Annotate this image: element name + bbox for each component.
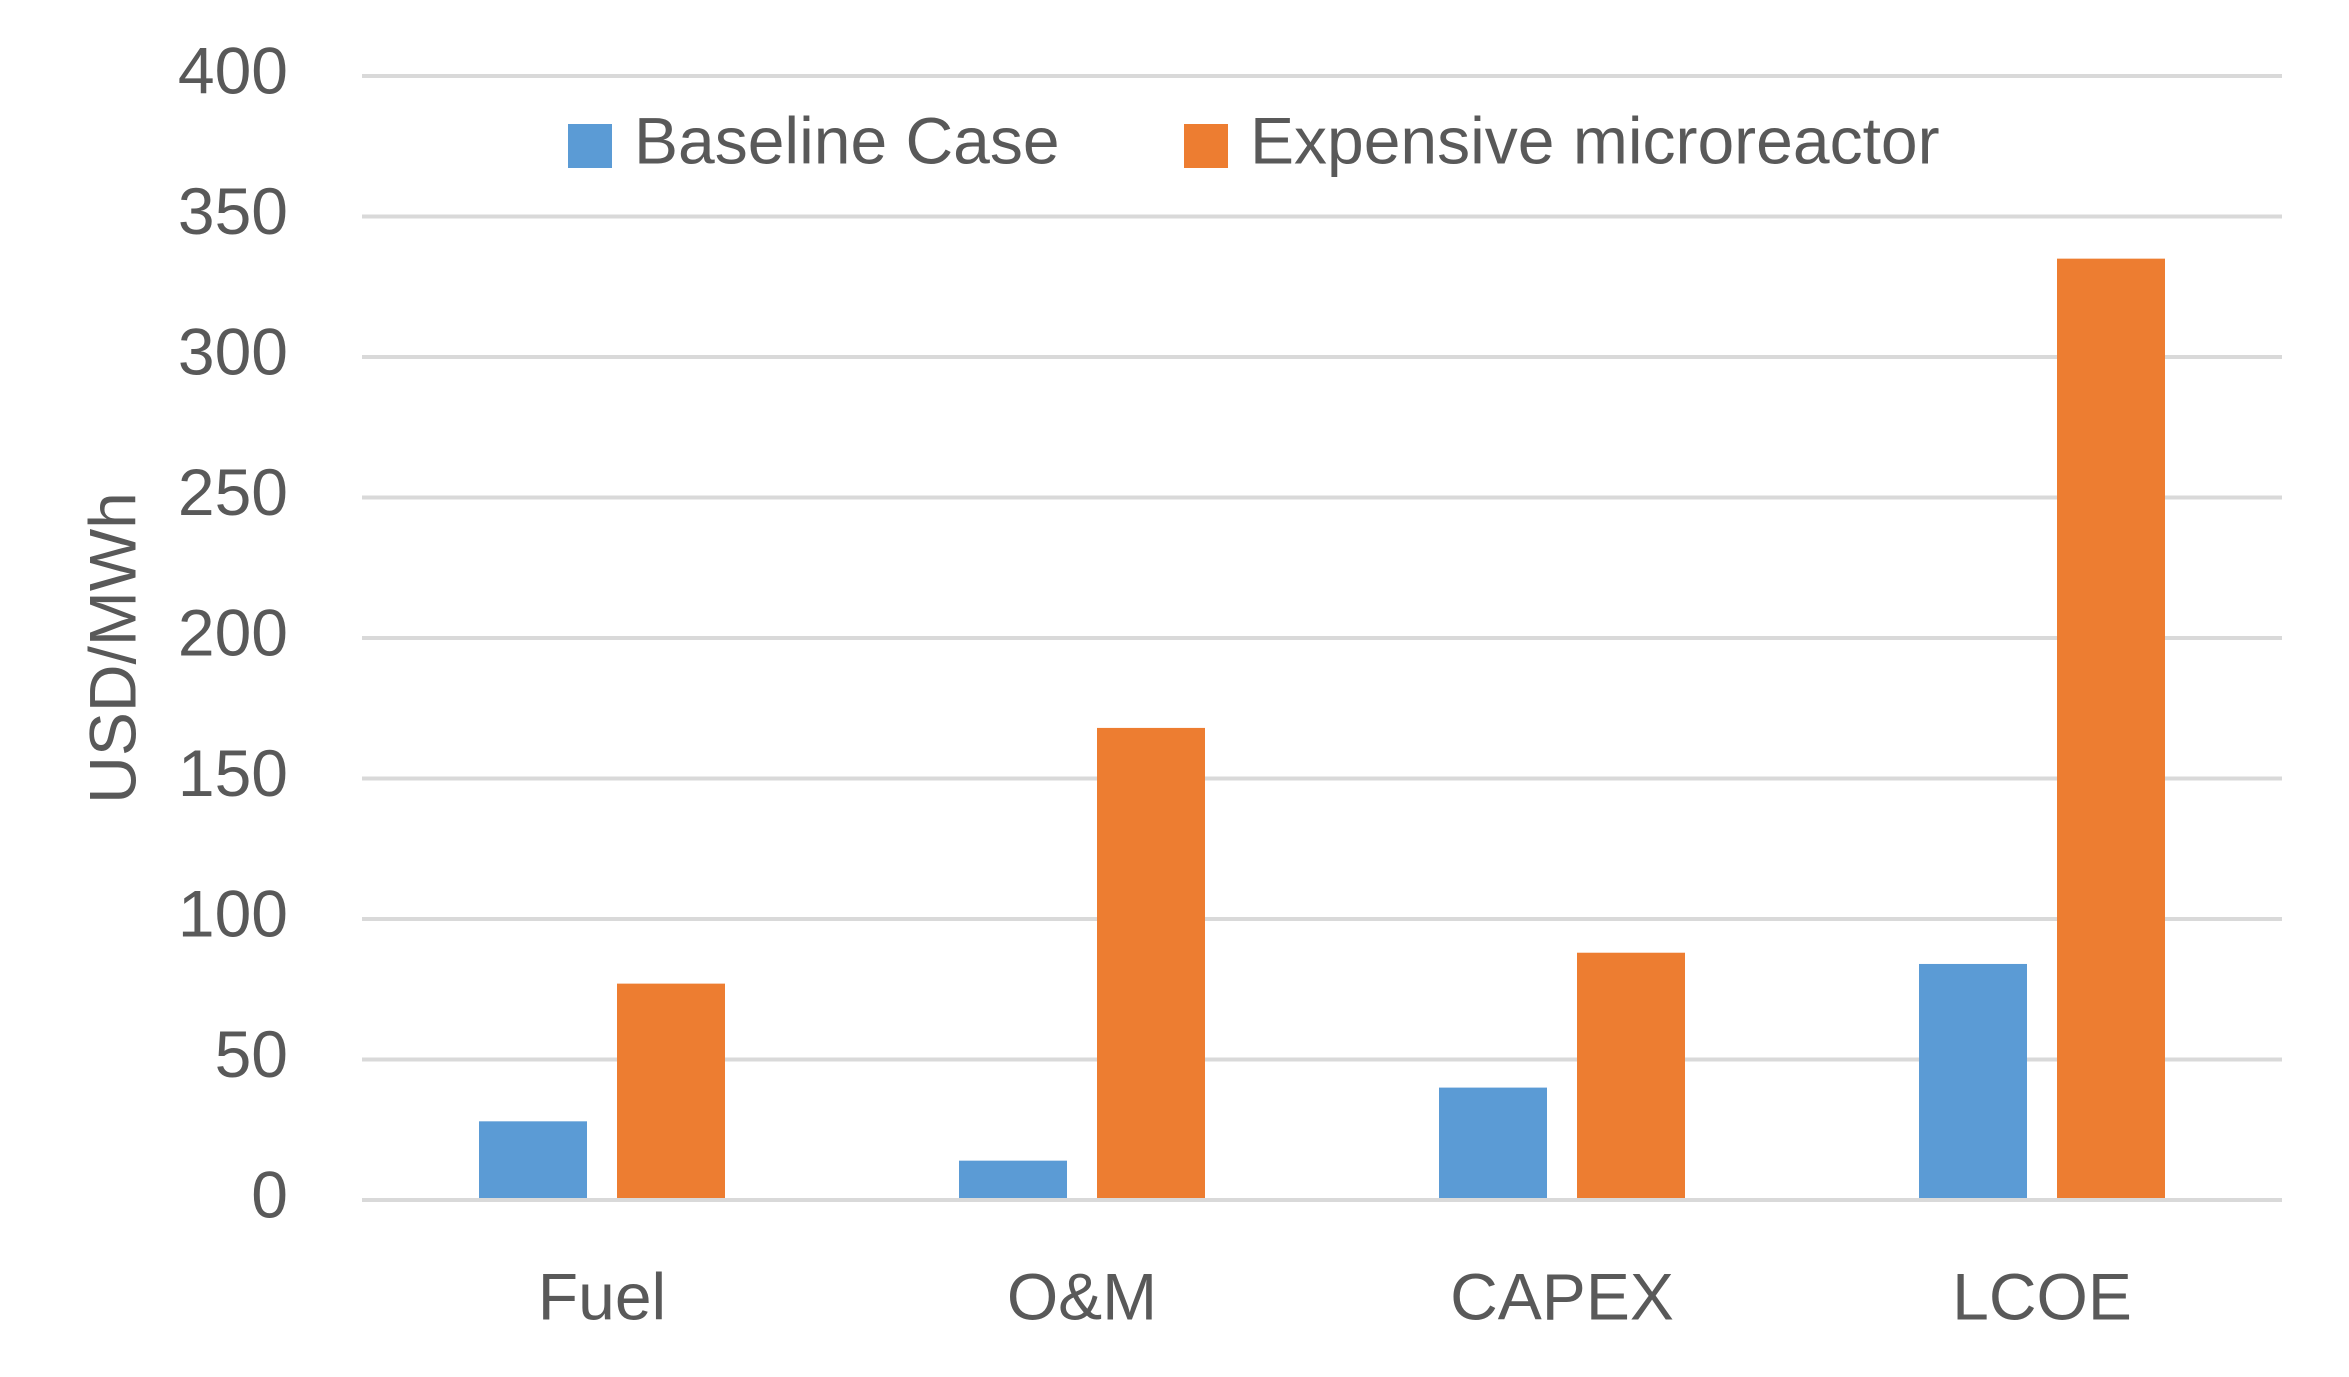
- bar-baseline-case-fuel: [479, 1121, 587, 1200]
- legend-swatch: [1184, 124, 1228, 168]
- y-tick-label: 400: [178, 33, 288, 107]
- bar-expensive-microreactor-fuel: [617, 983, 725, 1200]
- y-tick-label: 0: [251, 1157, 288, 1231]
- bar-baseline-case-lcoe: [1919, 963, 2027, 1200]
- y-tick-label: 350: [178, 174, 288, 248]
- y-tick-label: 50: [215, 1017, 288, 1091]
- legend-label: Expensive microreactor: [1250, 103, 1940, 177]
- y-tick-label: 300: [178, 314, 288, 388]
- y-axis-title: USD/MWh: [75, 492, 149, 804]
- legend-label: Baseline Case: [634, 103, 1060, 177]
- bar-expensive-microreactor-lcoe: [2057, 258, 2165, 1200]
- y-axis-ticks: 0 50 100 150 200 250 300 350 400: [178, 33, 288, 1231]
- x-category-label: Fuel: [538, 1259, 666, 1333]
- legend: Baseline Case Expensive microreactor: [568, 103, 1940, 177]
- x-category-label: O&M: [1007, 1259, 1157, 1333]
- y-tick-label: 100: [178, 876, 288, 950]
- y-tick-label: 200: [178, 595, 288, 669]
- y-tick-label: 250: [178, 455, 288, 529]
- y-tick-label: 150: [178, 736, 288, 810]
- legend-swatch: [568, 124, 612, 168]
- bar-expensive-microreactor-o-m: [1097, 727, 1205, 1200]
- x-category-label: CAPEX: [1450, 1259, 1674, 1333]
- bar-baseline-case-capex: [1439, 1087, 1547, 1200]
- bars: [362, 258, 2282, 1202]
- x-axis-categories: Fuel O&M CAPEX LCOE: [538, 1259, 2132, 1333]
- x-category-label: LCOE: [1952, 1259, 2132, 1333]
- bar-expensive-microreactor-capex: [1577, 952, 1685, 1200]
- bar-baseline-case-o-m: [959, 1160, 1067, 1200]
